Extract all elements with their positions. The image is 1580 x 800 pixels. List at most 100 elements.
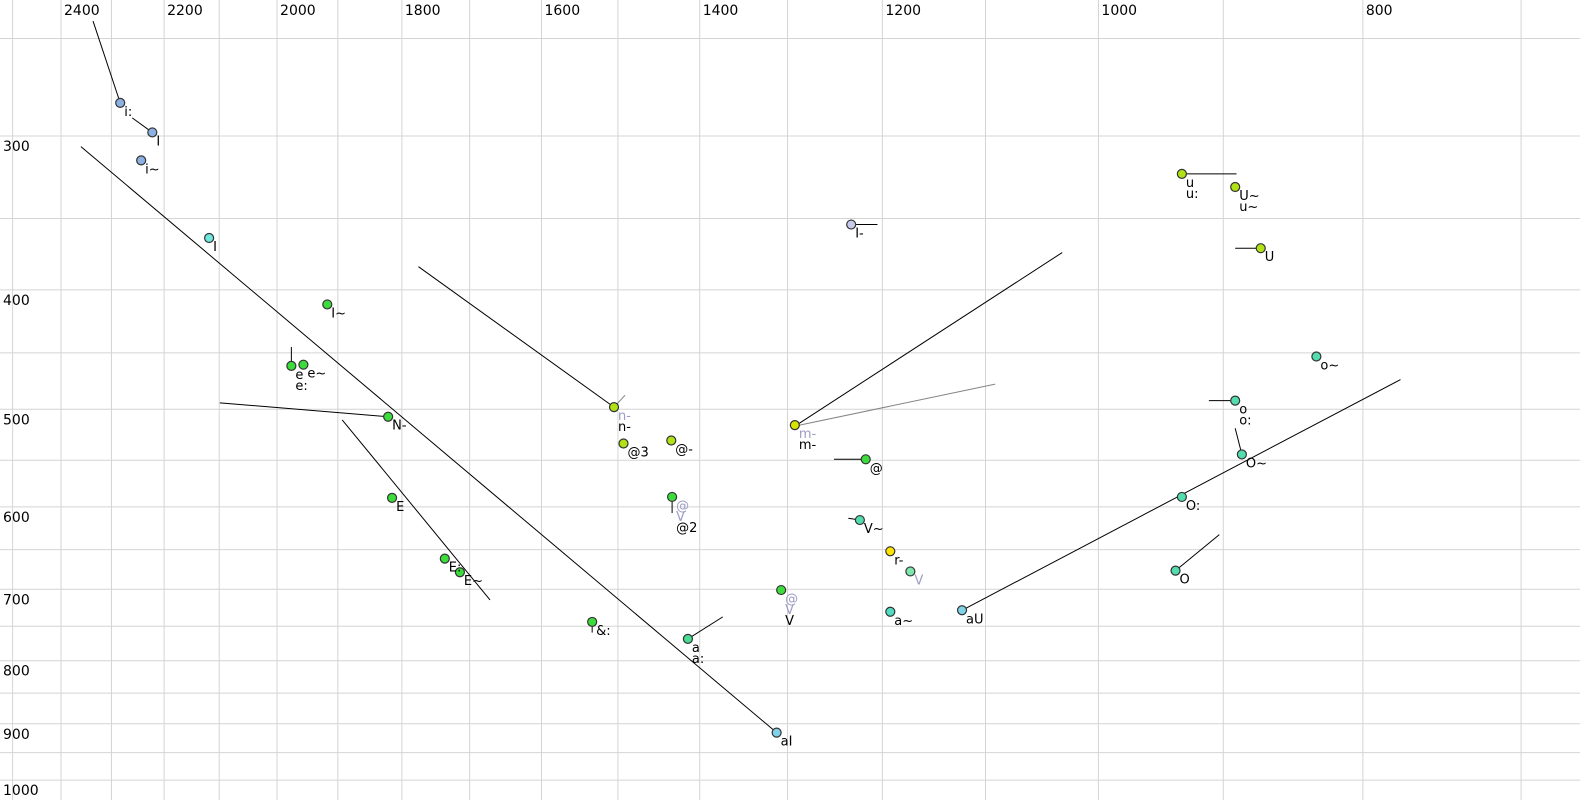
vowel-point-gray-label: @ (676, 499, 689, 514)
vowel-point-label: @2 (676, 521, 697, 536)
vowel-point (1230, 395, 1241, 406)
vowel-point-label: I (213, 240, 217, 255)
trajectory-line (219, 402, 389, 418)
vowel-point-label: E: (449, 561, 462, 576)
vowel-point-label: u~ (1239, 200, 1258, 215)
x-axis-tick-label: 1800 (405, 3, 441, 19)
vowel-point (587, 616, 598, 628)
vowel-point (885, 606, 896, 617)
vowel-point (618, 438, 629, 449)
vowel-point-label: N- (392, 419, 407, 434)
vowel-point (666, 435, 677, 446)
vowel-point (1311, 351, 1322, 362)
vowel-point-label: a: (692, 652, 704, 667)
vowel-point-label: r- (894, 553, 904, 568)
vowel-point-label: o~ (1320, 358, 1339, 373)
vowel-point-label: @- (675, 442, 693, 457)
vowel-point-label: i: (124, 105, 132, 120)
trajectory-line (794, 383, 996, 427)
vowel-point-label: @ (870, 461, 883, 476)
vowel-point (115, 97, 126, 108)
trajectory-line (1175, 534, 1220, 572)
vowel-point-gray-label: V (914, 573, 923, 588)
vowel-point-label: e: (295, 379, 307, 394)
vowel-point-label: e (295, 368, 303, 383)
vowel-point-gray-label: n- (618, 409, 631, 424)
vowel-point-label: aU (966, 612, 983, 627)
vowel-point-label: O: (1186, 499, 1200, 514)
vowel-point-label: a~ (894, 614, 913, 629)
x-axis-tick-label: 2000 (280, 3, 316, 19)
trajectory-line (794, 252, 1063, 427)
vowel-point-label: I- (855, 227, 864, 242)
trajectory-line (687, 616, 724, 640)
vowel-point (789, 420, 800, 431)
vowel-point (1236, 449, 1247, 460)
x-axis-tick-label: 1600 (544, 3, 580, 19)
vowel-point-label: &: (596, 624, 611, 639)
vowel-point (1176, 491, 1187, 503)
vowel-point (147, 127, 158, 138)
vowel-point-label: @3 (627, 445, 648, 460)
x-axis-tick-label: 800 (1366, 3, 1393, 19)
vowel-point-label: u: (1186, 187, 1199, 202)
x-axis-tick-label: 1200 (885, 3, 921, 19)
x-axis-tick-label: 1400 (703, 3, 739, 19)
vowel-point-label: aI (781, 735, 793, 750)
vowel-point-label: V (785, 614, 794, 629)
vowel-point (383, 411, 394, 422)
vowel-point-label: O (1180, 573, 1190, 588)
x-axis-tick-label: 2400 (64, 3, 100, 19)
vowel-point-gray-label: V (676, 510, 685, 525)
vowel-point-label: V~ (864, 522, 884, 537)
vowel-point-label: E (396, 500, 404, 515)
vowel-point (454, 567, 466, 578)
y-axis-tick-label: 500 (3, 412, 30, 428)
trajectory-line (92, 20, 121, 104)
vowel-point-gray-label: @ (785, 592, 798, 607)
trajectory-line (80, 146, 777, 733)
vowel-point-label: I (156, 134, 160, 149)
y-axis-tick-label: 1000 (3, 783, 39, 799)
vowel-point-label: i~ (145, 162, 160, 177)
trajectory-line (341, 419, 491, 601)
vowel-point-label: e~ (307, 367, 326, 382)
vowel-point-label: I~ (331, 306, 346, 321)
vowel-point (1176, 168, 1187, 179)
y-axis-tick-label: 800 (3, 664, 30, 680)
vowel-point (860, 454, 871, 465)
vowel-point (1230, 181, 1241, 193)
x-axis-tick-label: 1000 (1101, 3, 1137, 19)
vowel-point (204, 232, 215, 244)
vowel-point-label: o (1239, 403, 1247, 418)
vowel-point (322, 299, 333, 310)
vowel-point-gray-label: m- (799, 427, 817, 442)
vowel-point (1170, 565, 1181, 576)
vowel-point (298, 359, 309, 370)
vowel-point (885, 546, 896, 557)
vowel-point (956, 605, 968, 616)
vowel-point-label: m- (799, 438, 817, 453)
y-axis-tick-label: 900 (3, 727, 30, 743)
vowel-point (682, 633, 694, 645)
vowel-point (439, 553, 450, 564)
vowel-point-label: a (692, 641, 700, 656)
vowel-point-label: u (1186, 176, 1194, 191)
y-axis-tick-label: 400 (3, 293, 30, 309)
vowel-point (608, 402, 620, 413)
vowel-point (286, 360, 297, 371)
vowel-point (667, 491, 678, 503)
vowel-point-label: U (1265, 250, 1275, 265)
vowel-point (905, 566, 916, 577)
trajectory-line (418, 266, 615, 408)
vowel-point-label: n- (618, 420, 631, 435)
vowel-point-label: O~ (1246, 456, 1267, 471)
y-axis-tick-label: 300 (3, 139, 30, 155)
vowel-point (846, 219, 857, 230)
vowel-point (1255, 243, 1266, 254)
y-axis-tick-label: 600 (3, 510, 30, 526)
vowel-point (136, 155, 147, 166)
point-labels-layer: i:Ii~II~ee:e~N-EE:E~n-n-@3 @-@V@2&:aa:aIm… (124, 105, 1339, 750)
